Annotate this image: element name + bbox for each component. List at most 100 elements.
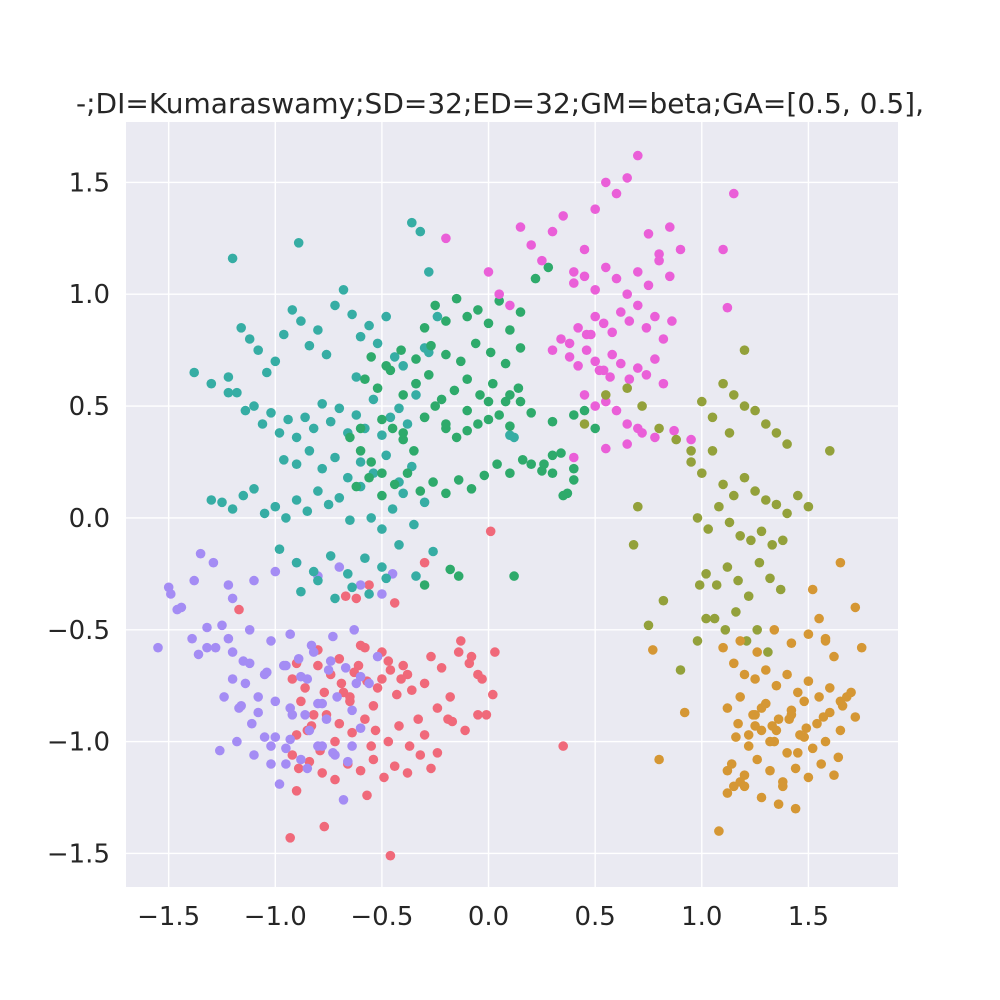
scatter-point: [756, 725, 767, 736]
scatter-point: [473, 419, 483, 429]
scatter-point: [426, 340, 436, 351]
scatter-point: [485, 347, 496, 358]
scatter-point: [611, 273, 622, 284]
scatter-point: [714, 501, 724, 512]
scatter-point: [569, 410, 579, 420]
scatter-point: [419, 678, 430, 689]
scatter-point: [247, 718, 257, 729]
scatter-point: [726, 759, 737, 769]
scatter-point: [492, 459, 502, 470]
scatter-point: [850, 712, 861, 722]
scatter-point: [377, 414, 387, 425]
scatter-point: [325, 416, 336, 427]
scatter-point: [579, 390, 590, 400]
scatter-point: [330, 593, 340, 604]
scatter-point: [387, 423, 398, 434]
scatter-point: [291, 786, 302, 796]
scatter-point: [227, 593, 238, 604]
scatter-point: [210, 642, 221, 653]
scatter-point: [833, 752, 844, 763]
scatter-point: [494, 296, 505, 306]
scatter-point: [820, 736, 831, 747]
scatter-point: [782, 439, 792, 449]
scatter-point: [377, 430, 387, 441]
scatter-point: [793, 490, 803, 501]
scatter-point: [453, 475, 464, 485]
scatter-point: [249, 750, 259, 760]
scatter-point: [394, 721, 404, 731]
scatter-point: [317, 768, 328, 778]
scatter-point: [366, 352, 377, 362]
scatter-point: [193, 649, 204, 660]
scatter-point: [368, 701, 379, 711]
scatter-point: [291, 432, 302, 443]
scatter-point: [470, 338, 481, 349]
scatter-point: [718, 642, 728, 653]
scatter-point: [319, 821, 330, 832]
scatter-point: [240, 405, 251, 416]
scatter-point: [217, 620, 227, 631]
scatter-point: [223, 633, 234, 644]
scatter-point: [385, 412, 396, 423]
scatter-point: [355, 640, 366, 651]
scatter-point: [266, 408, 276, 418]
scatter-point: [364, 580, 374, 590]
scatter-point: [579, 405, 590, 416]
scatter-point: [769, 625, 780, 635]
scatter-point: [750, 710, 760, 720]
scatter-point: [720, 625, 731, 635]
scatter-point: [372, 338, 383, 349]
scatter-point: [334, 493, 345, 503]
scatter-point: [733, 575, 743, 586]
scatter-point: [238, 490, 249, 501]
scatter-point: [355, 446, 366, 456]
scatter-point: [355, 723, 366, 733]
scatter-point: [701, 613, 711, 624]
scatter-point: [590, 204, 600, 214]
scatter-point: [573, 361, 583, 371]
scatter-point: [402, 768, 413, 778]
scatter-point: [383, 656, 394, 666]
scatter-point: [586, 329, 596, 340]
scatter-point: [769, 736, 780, 747]
scatter-point: [825, 446, 835, 456]
scatter-point: [398, 390, 409, 400]
scatter-point: [398, 434, 409, 445]
scatter-point: [767, 721, 777, 731]
scatter-point: [287, 305, 298, 315]
scatter-point: [784, 714, 794, 724]
scatter-point: [227, 253, 238, 264]
scatter-point: [703, 524, 713, 534]
scatter-point: [485, 526, 496, 537]
scatter-point: [526, 408, 536, 418]
scatter-point: [202, 622, 212, 633]
scatter-point: [270, 696, 281, 707]
scatter-point: [302, 763, 313, 774]
scatter-point: [404, 741, 415, 751]
scatter-point: [300, 710, 310, 720]
scatter-point: [569, 452, 579, 463]
scatter-point: [771, 680, 782, 691]
y-tick-label: 0.5: [69, 392, 110, 422]
scatter-point: [509, 432, 519, 443]
scatter-point: [330, 300, 340, 311]
scatter-point: [850, 602, 861, 613]
scatter-point: [249, 484, 259, 494]
scatter-point: [334, 718, 345, 729]
scatter-point: [257, 419, 268, 429]
scatter-point: [558, 211, 568, 221]
scatter-point: [432, 311, 443, 322]
scatter-point: [347, 741, 357, 751]
scatter-point: [814, 692, 824, 702]
scatter-point: [697, 468, 707, 479]
scatter-point: [601, 390, 611, 400]
scatter-point: [321, 714, 332, 724]
scatter-point: [494, 289, 505, 300]
scatter-point: [754, 557, 765, 568]
scatter-point: [447, 716, 458, 727]
scatter-point: [793, 687, 803, 698]
scatter-point: [590, 356, 600, 367]
scatter-point: [300, 683, 310, 693]
scatter-point: [686, 446, 696, 456]
scatter-point: [441, 233, 451, 244]
